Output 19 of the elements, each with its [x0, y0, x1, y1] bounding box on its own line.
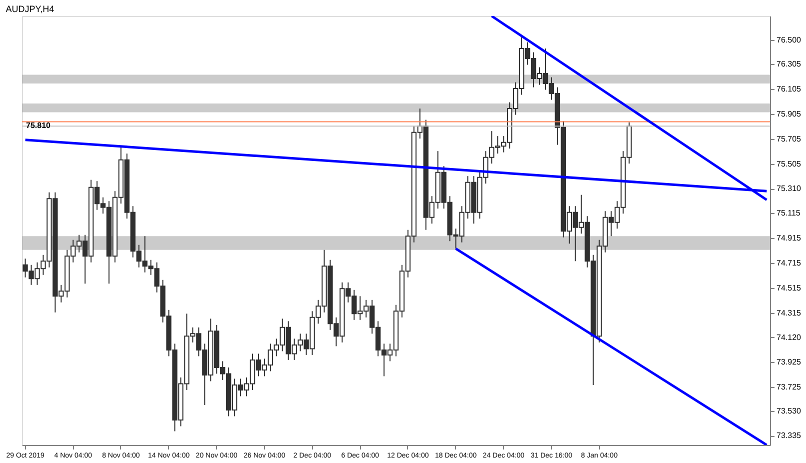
y-tick-label: 73.530	[776, 406, 802, 416]
y-tick-label: 74.515	[776, 284, 802, 293]
y-tick-label: 74.715	[776, 258, 802, 268]
y-tick-label: 73.335	[776, 431, 802, 440]
y-tick-label: 76.500	[776, 35, 802, 44]
y-tick-label: 76.105	[776, 84, 802, 94]
ref-line-label: 75.810	[26, 121, 52, 130]
y-tick-label: 74.315	[776, 308, 802, 318]
y-tick-label: 73.725	[776, 382, 802, 392]
chart-title: AUDJPY,H4	[6, 4, 54, 14]
y-tick-label: 75.705	[776, 134, 802, 144]
y-tick-label: 75.115	[776, 208, 801, 218]
y-tick-label: 74.915	[776, 234, 802, 243]
y-tick-label: 73.925	[776, 357, 802, 366]
y-tick-label: 75.310	[776, 184, 802, 194]
y-tick-label: 75.905	[776, 110, 802, 119]
y-tick-label: 74.120	[776, 332, 802, 342]
y-tick-label: 75.505	[776, 160, 802, 169]
y-tick-label: 76.305	[776, 60, 802, 69]
